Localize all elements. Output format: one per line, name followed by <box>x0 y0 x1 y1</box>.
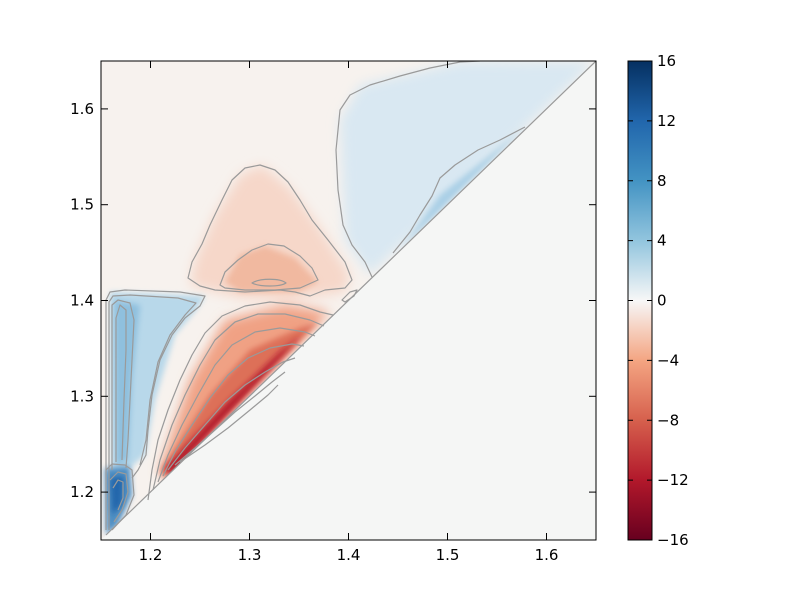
contour-diagonal-1 <box>147 301 334 501</box>
contour-lobe-inner <box>219 243 319 291</box>
colorbar-tick-label: −16 <box>657 531 689 549</box>
x-axis: 1.2 1.3 1.4 1.5 1.6 <box>139 61 559 564</box>
contour-left-band-3 <box>111 299 135 470</box>
contour-lines <box>105 61 596 536</box>
colorbar-tick-label: 0 <box>657 292 667 310</box>
y-tick-label: 1.6 <box>70 100 94 118</box>
contour-left-band-2 <box>108 294 197 530</box>
contour-diagonal-6 <box>174 371 286 466</box>
y-tick-label: 1.5 <box>70 196 94 214</box>
colorbar-axis: 16 12 8 4 0 −4 −8 −12 −16 <box>628 52 689 549</box>
x-tick-label: 1.5 <box>436 546 460 564</box>
contour-corner-3 <box>112 479 124 511</box>
y-tick-label: 1.4 <box>70 292 94 310</box>
colorbar-tick-label: 8 <box>657 172 667 190</box>
contour-diagonal-3 <box>157 327 316 483</box>
contour-wedge-outer <box>335 61 481 278</box>
positive-wedge-region <box>340 61 596 275</box>
x-tick-label: 1.6 <box>535 546 559 564</box>
y-axis: 1.2 1.3 1.4 1.5 1.6 <box>70 100 596 501</box>
negative-lobe-inner <box>225 246 318 292</box>
contour-diagonal-5 <box>167 357 296 471</box>
diagonal-boundary <box>105 61 596 536</box>
colorbar-tick-label: −12 <box>657 471 689 489</box>
contour-diagonal-7 <box>179 384 279 463</box>
contour-diagonal-4 <box>162 343 305 477</box>
y-tick-label: 1.2 <box>70 483 94 501</box>
positive-wedge-inner <box>400 127 525 250</box>
contour-corner-2 <box>109 471 129 523</box>
colorbar-tick-label: −4 <box>657 351 679 369</box>
colorbar-tick-label: −8 <box>657 411 679 429</box>
contour-wedge-inner <box>392 126 526 254</box>
contour-left-band-4 <box>115 304 127 462</box>
x-tick-label: 1.4 <box>337 546 361 564</box>
colorbar-tick-label: 4 <box>657 232 667 250</box>
contour-diagonal-2 <box>152 313 325 491</box>
y-tick-label: 1.3 <box>70 387 94 405</box>
contour-center-ellipse <box>251 278 287 287</box>
x-tick-label: 1.2 <box>139 546 163 564</box>
colorbar-tick-label: 16 <box>657 52 676 70</box>
contour-left-band-1 <box>105 289 206 530</box>
x-tick-label: 1.3 <box>238 546 262 564</box>
colorbar-tick-label: 12 <box>657 112 676 130</box>
